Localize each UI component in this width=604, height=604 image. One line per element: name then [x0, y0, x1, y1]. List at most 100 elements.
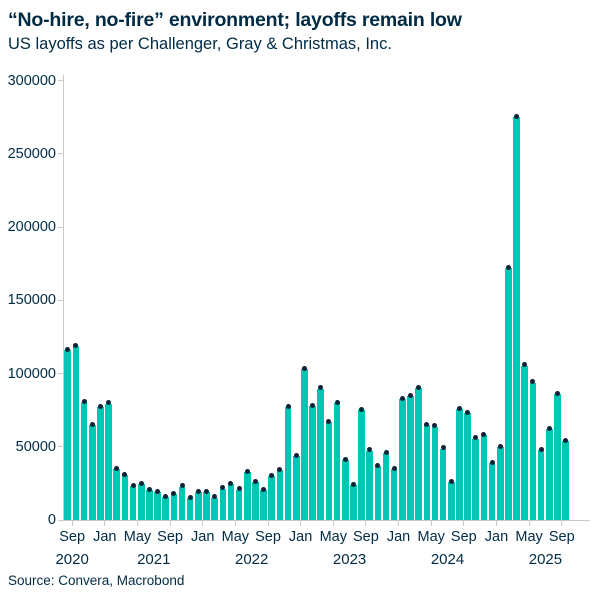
bar-marker-dot — [171, 490, 177, 496]
x-axis-tick — [495, 521, 497, 526]
x-axis-tick — [300, 521, 302, 526]
bar — [227, 484, 235, 520]
bar — [113, 469, 121, 520]
bar — [554, 394, 561, 520]
bar-marker-dot — [522, 362, 528, 368]
bar-marker-dot — [424, 421, 430, 427]
y-axis-tick — [58, 519, 63, 521]
x-axis-tick — [398, 521, 400, 526]
bar — [325, 421, 333, 520]
x-axis-tick — [71, 521, 73, 526]
x-axis-tick — [463, 521, 465, 526]
x-axis-tick-label: Sep — [450, 529, 477, 545]
x-axis-tick-label: Sep — [157, 529, 183, 545]
x-axis-tick-label: Jan — [191, 529, 215, 545]
bar-marker-dot — [106, 400, 112, 406]
bar-marker-dot — [334, 399, 340, 405]
x-axis-tick-label: May — [417, 529, 445, 545]
bar — [496, 447, 504, 520]
bar-marker-dot — [350, 482, 356, 488]
bar — [488, 463, 496, 520]
bar — [309, 406, 316, 520]
bar — [284, 407, 292, 520]
bar-marker-dot — [432, 423, 438, 429]
bar-marker-dot — [269, 472, 275, 478]
bar — [505, 268, 512, 520]
bar — [121, 475, 129, 520]
x-axis-tick-label: Sep — [353, 529, 379, 545]
bar — [333, 402, 341, 520]
x-axis-tick — [365, 521, 367, 526]
bar-marker-dot — [310, 402, 316, 408]
chart-subtitle: US layoffs as per Challenger, Gray & Chr… — [8, 35, 392, 54]
bar — [235, 489, 243, 520]
bar-marker-dot — [261, 486, 267, 492]
y-axis-line — [63, 75, 64, 520]
bar-marker-dot — [155, 489, 161, 495]
bar-marker-dot — [505, 264, 511, 270]
bar-marker-dot — [244, 469, 250, 475]
bar-marker-dot — [163, 493, 169, 499]
y-axis-label: 200000 — [7, 219, 56, 236]
bar-marker-dot — [146, 486, 152, 492]
bar-marker-dot — [285, 404, 291, 410]
bar — [562, 440, 569, 520]
bar-marker-dot — [236, 486, 242, 492]
bar-marker-dot — [187, 495, 193, 501]
bar-marker-dot — [65, 347, 71, 353]
bar — [537, 449, 545, 520]
bar-marker-dot — [130, 483, 136, 489]
year-label: 2021 — [137, 551, 171, 568]
bar-marker-dot — [277, 467, 283, 473]
bar — [97, 407, 104, 520]
bar — [80, 401, 88, 520]
y-axis-label: 100000 — [7, 365, 56, 382]
bar-marker-dot — [481, 432, 487, 438]
bar — [423, 425, 431, 520]
bar — [260, 490, 267, 520]
x-axis-tick-label: Jan — [288, 529, 313, 545]
chart-header: “No-hire, no-fire” environment; layoffs … — [8, 8, 600, 54]
bar — [382, 453, 390, 520]
bar — [513, 116, 520, 520]
bar — [350, 485, 357, 520]
x-axis-tick-label: May — [319, 529, 347, 545]
bar-marker-dot — [399, 396, 405, 402]
bar — [366, 450, 373, 520]
x-axis-tick — [169, 521, 171, 526]
x-axis-tick-label: Jan — [93, 529, 117, 545]
y-axis-label: 150000 — [7, 292, 56, 309]
bar — [203, 492, 210, 520]
source-text: Source: Convera, Macrobond — [8, 573, 185, 588]
bar-marker-dot — [204, 488, 209, 494]
bar-marker-dot — [408, 392, 413, 398]
bar — [219, 488, 227, 520]
x-axis-tick-label: Sep — [548, 529, 575, 545]
x-axis-tick — [528, 521, 530, 526]
bar-marker-dot — [383, 450, 389, 456]
bar-marker-dot — [514, 113, 520, 119]
x-axis-tick-label: May — [123, 529, 152, 545]
bar — [399, 399, 406, 520]
bar — [178, 486, 186, 520]
bar-marker-dot — [97, 404, 103, 409]
bar — [480, 435, 488, 520]
bar — [162, 496, 169, 520]
bar-marker-dot — [563, 437, 569, 443]
bar-marker-dot — [73, 342, 79, 348]
bar — [472, 438, 480, 520]
bar-marker-dot — [81, 398, 87, 404]
bar — [129, 486, 137, 520]
bar — [88, 425, 96, 520]
x-axis-tick-label: Jan — [484, 529, 509, 545]
bar — [545, 429, 553, 520]
y-axis-tick — [58, 373, 63, 375]
bar-marker-dot — [228, 481, 234, 487]
bar — [72, 346, 80, 520]
bar — [529, 382, 537, 520]
x-axis-tick — [332, 521, 334, 526]
x-axis-tick — [202, 521, 204, 526]
bar-marker-dot — [138, 480, 144, 486]
bar-marker-dot — [179, 483, 185, 489]
